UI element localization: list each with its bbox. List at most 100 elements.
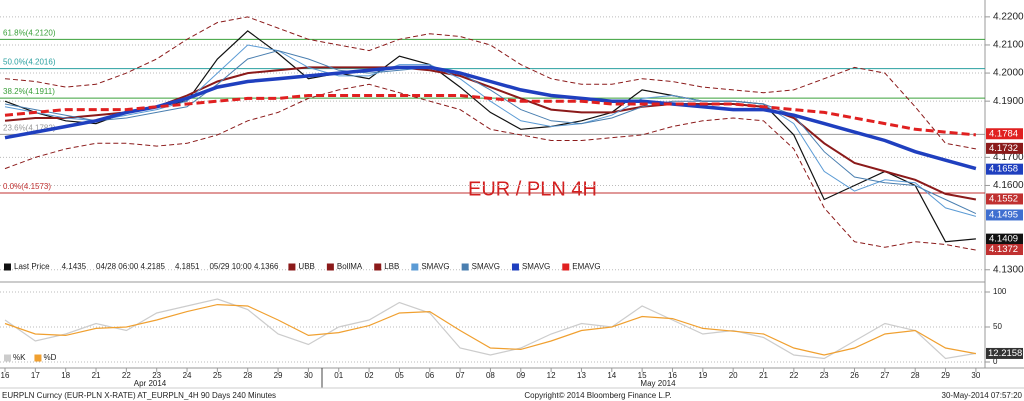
price-tag — [986, 128, 1023, 140]
price-tag — [986, 163, 1023, 175]
legend-swatch — [511, 263, 519, 271]
series-line — [4, 303, 977, 356]
price-tag-label: 4.1495 — [989, 209, 1018, 220]
legend-swatch — [4, 354, 11, 362]
legend-swatch — [411, 263, 419, 271]
x-tick-label: 28 — [243, 371, 252, 380]
legend-label: %K — [13, 353, 26, 362]
annotation: EUR / PLN 4H — [468, 178, 597, 200]
x-tick-label: 09 — [516, 371, 525, 380]
series-line — [4, 298, 976, 360]
legend-swatch — [562, 263, 570, 271]
price-tag — [986, 142, 1023, 154]
y-tick-label: 4.2000 — [993, 68, 1024, 79]
price-tag-label: 4.1372 — [989, 244, 1018, 255]
x-tick-label: 29 — [941, 371, 950, 380]
series-line — [4, 94, 977, 137]
x-tick-label: 21 — [759, 371, 768, 380]
x-tick-label: 02 — [365, 371, 374, 380]
x-tick-label: 27 — [880, 371, 889, 380]
x-tick-label: 22 — [122, 371, 131, 380]
legend-swatch — [4, 263, 11, 271]
price-tag — [986, 233, 1023, 245]
x-tick-label: 22 — [789, 371, 798, 380]
x-tick-label: 12 — [547, 371, 556, 380]
price-tag-label: 4.1732 — [989, 143, 1018, 154]
y-tick-label: 100 — [993, 287, 1007, 296]
x-tick-label: 08 — [486, 371, 495, 380]
x-tick-label: 24 — [183, 371, 192, 380]
fib-label: 38.2%(4.1911) — [3, 87, 55, 96]
x-tick-label: 16 — [668, 371, 677, 380]
y-tick-label: 4.1600 — [993, 180, 1024, 191]
fib-label: 23.6%(4.1782) — [3, 123, 56, 132]
y-tick-label: 4.2100 — [993, 40, 1024, 51]
x-tick-label: 30 — [304, 371, 313, 380]
footer-center: Copyright© 2014 Bloomberg Finance L.P. — [524, 391, 671, 400]
x-tick-label: 17 — [31, 371, 40, 380]
price-tag-label: 4.1784 — [989, 128, 1018, 139]
x-tick-label: 28 — [911, 371, 920, 380]
x-tick-label: 25 — [213, 371, 222, 380]
y-tick-label: 4.2200 — [993, 12, 1024, 23]
footer-left: EURPLN Curncy (EUR-PLN X-RATE) AT_EURPLN… — [2, 391, 276, 400]
x-tick-label: 30 — [971, 371, 980, 380]
legend-swatch — [326, 263, 334, 271]
legend-label: SMAVG — [421, 262, 449, 271]
month-label: Apr 2014 — [134, 379, 167, 388]
price-tag — [986, 193, 1023, 205]
x-tick-label: 20 — [729, 371, 738, 380]
series-line — [4, 65, 977, 171]
x-tick-label: 13 — [577, 371, 586, 380]
fib-label: 0.0%(4.1573) — [3, 182, 51, 191]
x-tick-label: 06 — [425, 371, 434, 380]
x-tick-label: 07 — [456, 371, 465, 380]
x-tick-label: 15 — [638, 371, 647, 380]
price-tag — [986, 244, 1023, 256]
legend-swatch — [288, 263, 296, 271]
value-tag — [986, 347, 1023, 359]
y-tick-label: 4.1900 — [993, 96, 1024, 107]
x-tick-label: 19 — [698, 371, 707, 380]
price-tag-label: 4.1658 — [989, 164, 1018, 175]
y-tick-label: 4.1300 — [993, 264, 1024, 275]
legend-swatch — [34, 354, 42, 362]
legend-info: 04/28 06:00 4.2185 — [96, 262, 166, 271]
series-line — [4, 50, 977, 215]
legend-label: %D — [43, 353, 56, 362]
legend-swatch — [461, 263, 469, 271]
legend-label: SMAVG — [522, 262, 550, 271]
legend-info: 4.1851 — [175, 262, 200, 271]
legend-label: BollMA — [337, 262, 363, 271]
y-tick-label: 0 — [993, 357, 998, 366]
x-tick-label: 01 — [334, 371, 343, 380]
legend-info: 05/29 10:00 4.1366 — [209, 262, 279, 271]
y-tick-label: 50 — [993, 322, 1002, 331]
fib-label: 61.8%(4.2120) — [3, 28, 56, 37]
price-tag-label: 4.1552 — [989, 193, 1018, 204]
y-tick-label: 4.1700 — [993, 152, 1024, 163]
legend-label: Last Price — [14, 262, 50, 271]
legend-label: LBB — [384, 262, 399, 271]
x-tick-label: 14 — [607, 371, 616, 380]
legend-info: 4.1435 — [62, 262, 87, 271]
value-tag-label: 12.2158 — [988, 348, 1022, 359]
x-tick-label: 29 — [274, 371, 283, 380]
footer-right: 30-May-2014 07:57:20 — [942, 391, 1023, 400]
price-tag-label: 4.1409 — [989, 234, 1018, 245]
x-tick-label: 18 — [61, 371, 70, 380]
x-tick-label: 23 — [152, 371, 161, 380]
fib-label: 50.0%(4.2016) — [3, 58, 56, 67]
x-tick-label: 16 — [1, 371, 10, 380]
series-line — [4, 16, 976, 150]
x-tick-label: 26 — [850, 371, 859, 380]
legend-label: UBB — [298, 262, 314, 271]
x-tick-label: 21 — [92, 371, 101, 380]
price-tag — [986, 209, 1023, 221]
legend-swatch — [374, 263, 382, 271]
series-line — [4, 83, 976, 251]
legend-label: EMAVG — [572, 262, 600, 271]
legend-label: SMAVG — [472, 262, 500, 271]
